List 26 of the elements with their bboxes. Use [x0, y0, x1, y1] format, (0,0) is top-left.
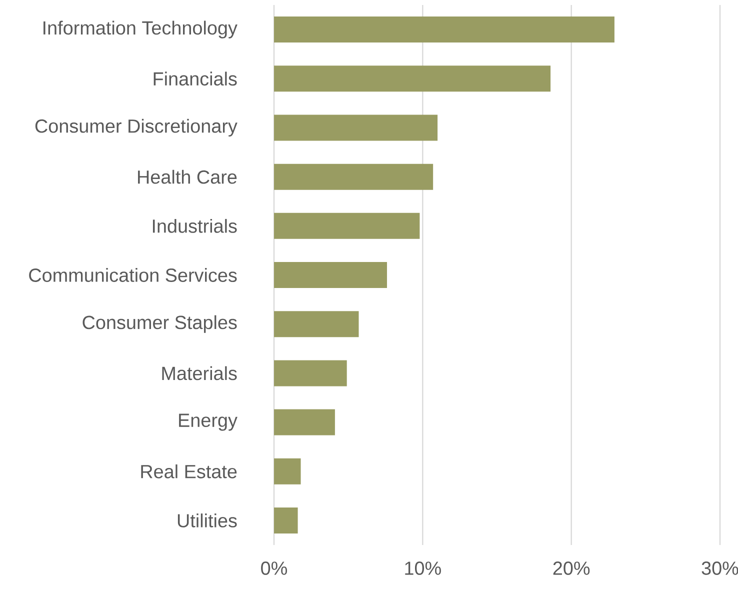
x-tick-label: 10% — [405, 562, 441, 575]
y-tick-label: Industrials — [152, 218, 237, 233]
y-tick-label: Health Care — [138, 170, 237, 184]
bar — [274, 311, 359, 338]
bar — [274, 458, 301, 484]
y-tick-label: Communication Services — [29, 268, 237, 282]
y-tick-label: Information Technology — [44, 20, 238, 38]
y-tick-label: Consumer Staples — [82, 315, 237, 333]
bar — [274, 262, 387, 288]
y-tick-label: Energy — [179, 414, 238, 431]
bar — [274, 164, 434, 190]
bar — [274, 507, 298, 534]
bar — [274, 66, 551, 92]
bar — [274, 409, 335, 436]
bar — [274, 114, 438, 141]
bar — [274, 212, 420, 239]
y-tick-label: Real Estate — [141, 464, 237, 478]
x-tick-label: 0% — [261, 562, 287, 575]
x-tick-label: 30% — [702, 562, 738, 575]
y-tick-label: Utilities — [178, 514, 237, 528]
y-tick-label: Financials — [154, 72, 237, 86]
y-tick-label: Consumer Discretionary — [35, 118, 238, 137]
bar — [274, 16, 614, 43]
bar — [274, 360, 347, 386]
x-tick-label: 20% — [553, 562, 590, 575]
y-tick-label: Materials — [162, 366, 237, 380]
